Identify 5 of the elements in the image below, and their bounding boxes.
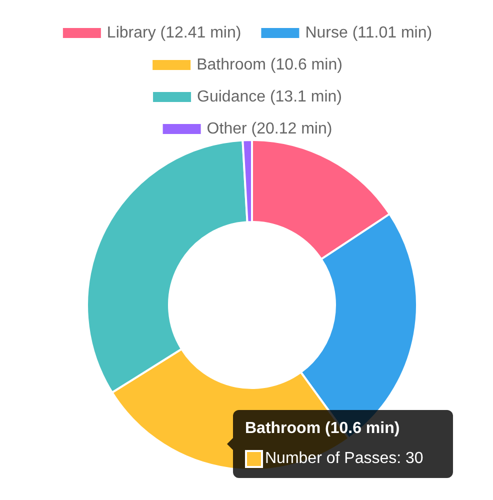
legend-label: Library (12.41 min) (106, 24, 242, 42)
legend-label: Other (20.12 min) (206, 120, 332, 138)
legend-label: Bathroom (10.6 min) (196, 56, 342, 74)
legend-label: Guidance (13.1 min) (197, 88, 342, 106)
legend-label: Nurse (11.01 min) (305, 24, 432, 42)
